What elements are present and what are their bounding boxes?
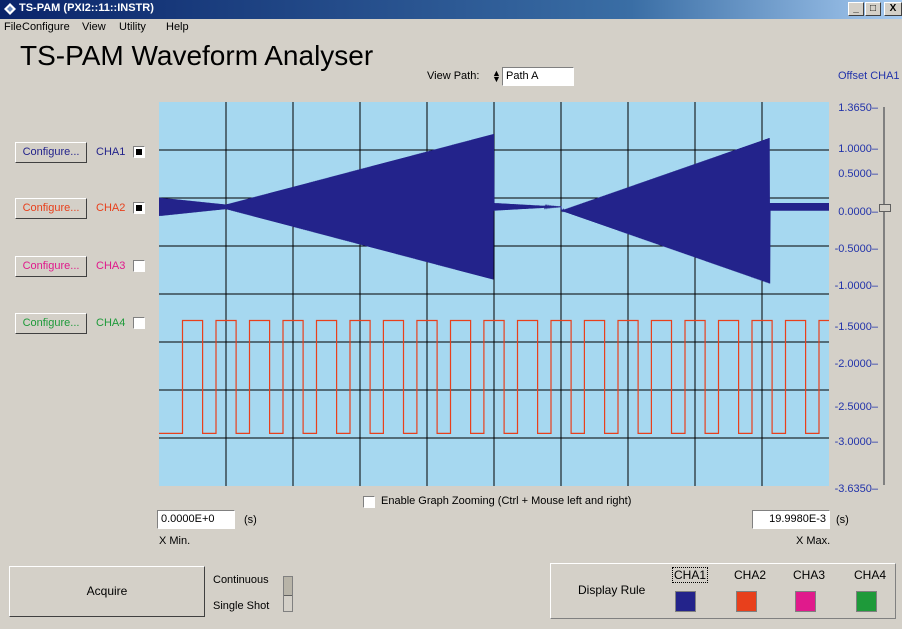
y-tick-label: 0.0000–	[838, 206, 878, 218]
x-max-unit: (s)	[836, 514, 849, 526]
configure-cha4-button[interactable]: Configure...	[15, 313, 87, 334]
title-bar: TS-PAM (PXI2::11::INSTR) _ □ X	[0, 0, 902, 19]
y-axis-line	[883, 107, 885, 485]
display-cha4-label[interactable]: CHA4	[854, 568, 887, 582]
y-tick-label: 0.5000–	[838, 168, 878, 180]
configure-cha2-button[interactable]: Configure...	[15, 198, 87, 219]
page-title: TS-PAM Waveform Analyser	[20, 40, 374, 71]
configure-cha1-button[interactable]: Configure...	[15, 142, 87, 163]
x-min-label: X Min.	[159, 535, 191, 547]
y-tick-label: -3.0000–	[834, 436, 878, 448]
y-tick-label: 1.3650–	[838, 102, 878, 114]
cha1-waveform	[159, 133, 829, 284]
x-max-label: X Max.	[796, 535, 831, 547]
cha2-waveform	[159, 319, 829, 434]
spinner-icon[interactable]: ▲ ▼	[492, 68, 501, 84]
display-rule-panel: Display Rule CHA1 CHA2 CHA3 CHA4	[550, 563, 896, 619]
cha1-checkbox[interactable]	[133, 146, 145, 158]
cha2-checkbox[interactable]	[133, 202, 145, 214]
waveform-graph[interactable]	[159, 102, 829, 486]
window-title: TS-PAM (PXI2::11::INSTR)	[19, 2, 154, 14]
y-tick-label: -1.5000–	[834, 321, 878, 333]
configure-cha3-button[interactable]: Configure...	[15, 256, 87, 277]
display-rule-label: Display Rule	[578, 583, 646, 597]
menu-help[interactable]: Help	[166, 21, 189, 33]
y-tick-label: -2.0000–	[834, 358, 878, 370]
acquisition-mode-switch[interactable]	[283, 576, 293, 612]
view-path-input[interactable]: Path A	[502, 67, 574, 86]
menu-bar: File Configure View Utility Help	[0, 19, 902, 37]
single-shot-label: Single Shot	[213, 600, 270, 612]
x-min-input[interactable]: 0.0000E+0	[157, 510, 235, 529]
cha1-color-swatch[interactable]	[675, 591, 696, 612]
maximize-icon[interactable]: □	[865, 2, 881, 16]
cha3-label: CHA3	[96, 260, 126, 272]
cha4-color-swatch[interactable]	[856, 591, 877, 612]
menu-utility[interactable]: Utility	[119, 21, 146, 33]
cha1-label: CHA1	[96, 146, 126, 158]
y-tick-label: -3.6350–	[834, 483, 878, 495]
display-cha1-label[interactable]: CHA1	[672, 567, 709, 583]
x-max-input[interactable]: 19.9980E-3	[752, 510, 830, 529]
cha2-color-swatch[interactable]	[736, 591, 757, 612]
display-cha3-label[interactable]: CHA3	[793, 568, 826, 582]
y-tick-label: -0.5000–	[834, 243, 878, 255]
cha3-color-swatch[interactable]	[795, 591, 816, 612]
x-min-unit: (s)	[244, 514, 257, 526]
minimize-icon[interactable]: _	[848, 2, 864, 16]
cha4-checkbox[interactable]	[133, 317, 145, 329]
continuous-label: Continuous	[213, 574, 269, 586]
y-tick-label: -1.0000–	[834, 280, 878, 292]
view-path-label: View Path:	[427, 70, 480, 82]
close-icon[interactable]: X	[884, 2, 902, 16]
zoom-label: Enable Graph Zooming (Ctrl + Mouse left …	[381, 495, 632, 507]
zoom-checkbox[interactable]	[363, 496, 375, 508]
cha2-label: CHA2	[96, 202, 126, 214]
mode-switch-knob[interactable]	[284, 577, 292, 596]
y-tick-label: -2.5000–	[834, 401, 878, 413]
display-cha2-label[interactable]: CHA2	[734, 568, 767, 582]
menu-file[interactable]: File	[4, 21, 22, 33]
offset-label: Offset CHA1	[838, 70, 900, 82]
cha4-label: CHA4	[96, 317, 126, 329]
cha3-checkbox[interactable]	[133, 260, 145, 272]
menu-configure[interactable]: Configure	[22, 21, 70, 33]
menu-view[interactable]: View	[82, 21, 106, 33]
offset-slider[interactable]	[879, 203, 891, 212]
y-tick-label: 1.0000–	[838, 143, 878, 155]
rs-logo-icon	[4, 3, 16, 15]
acquire-button[interactable]: Acquire	[9, 566, 205, 617]
